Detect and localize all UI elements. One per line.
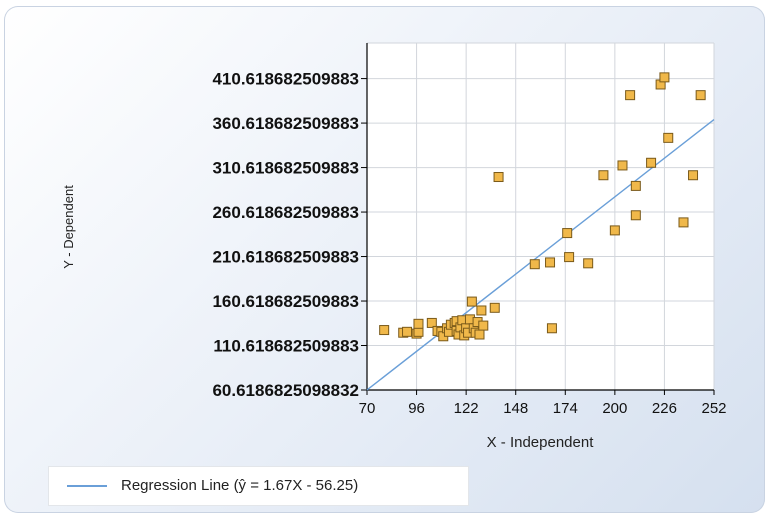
- data-point: [646, 157, 657, 168]
- tick-labels: 70 96 122 148 174 200 226 252 60.6186825098832 11…: [212, 70, 726, 417]
- data-points: [379, 72, 706, 342]
- data-point: [402, 326, 413, 337]
- data-point: [466, 296, 477, 307]
- data-point: [609, 225, 620, 236]
- data-point: [688, 170, 699, 181]
- data-point: [489, 302, 500, 313]
- regression-line-layer: [366, 118, 715, 391]
- x-tick-label: 200: [602, 400, 627, 417]
- data-point: [695, 90, 706, 101]
- data-point: [474, 329, 485, 340]
- scatter-chart: 70 96 122 148 174 200 226 252 60.6186825098832 11…: [61, 42, 727, 451]
- y-tick-label: 310.618682509883: [212, 159, 359, 178]
- x-axis-title: X - Independent: [487, 434, 595, 451]
- y-axis-title: Y - Dependent: [61, 185, 76, 269]
- x-tick-label: 122: [454, 400, 479, 417]
- regression-line: [366, 118, 715, 391]
- legend: Regression Line (ŷ = 1.67X - 56.25): [48, 466, 469, 506]
- y-tick-label: 210.618682509883: [212, 248, 359, 267]
- data-point: [529, 259, 540, 270]
- data-point: [426, 317, 437, 328]
- data-point: [663, 132, 674, 143]
- data-point: [598, 170, 609, 181]
- data-point: [625, 90, 636, 101]
- data-point: [583, 258, 594, 269]
- y-tick-label: 60.6186825098832: [212, 381, 359, 400]
- x-tick-label: 174: [553, 400, 578, 417]
- y-tick-label: 110.618682509883: [213, 337, 359, 356]
- data-point: [659, 72, 670, 83]
- data-point: [476, 305, 487, 316]
- legend-label: Regression Line (ŷ = 1.67X - 56.25): [121, 477, 359, 494]
- data-point: [630, 210, 641, 221]
- data-point: [562, 228, 573, 239]
- data-point: [478, 320, 489, 331]
- chart-frame: 70 96 122 148 174 200 226 252 60.6186825098832 11…: [4, 6, 765, 513]
- data-point: [493, 172, 504, 183]
- y-tick-label: 360.618682509883: [212, 114, 359, 133]
- data-point: [564, 252, 575, 263]
- axes: [361, 43, 715, 395]
- x-tick-label: 148: [503, 400, 528, 417]
- data-point: [413, 318, 424, 329]
- legend-line-swatch: [67, 485, 107, 487]
- x-tick-label: 96: [408, 400, 425, 417]
- y-tick-label: 160.618682509883: [212, 292, 359, 311]
- data-point: [546, 323, 557, 334]
- x-tick-label: 70: [359, 400, 376, 417]
- data-point: [545, 257, 556, 268]
- plot-area: [367, 43, 714, 390]
- data-point: [678, 217, 689, 228]
- y-tick-label: 260.618682509883: [212, 203, 359, 222]
- x-tick-label: 226: [652, 400, 677, 417]
- data-point: [379, 325, 390, 336]
- x-tick-label: 252: [701, 400, 726, 417]
- y-tick-label: 410.618682509883: [212, 70, 359, 89]
- data-point: [617, 160, 628, 171]
- data-point: [630, 180, 641, 191]
